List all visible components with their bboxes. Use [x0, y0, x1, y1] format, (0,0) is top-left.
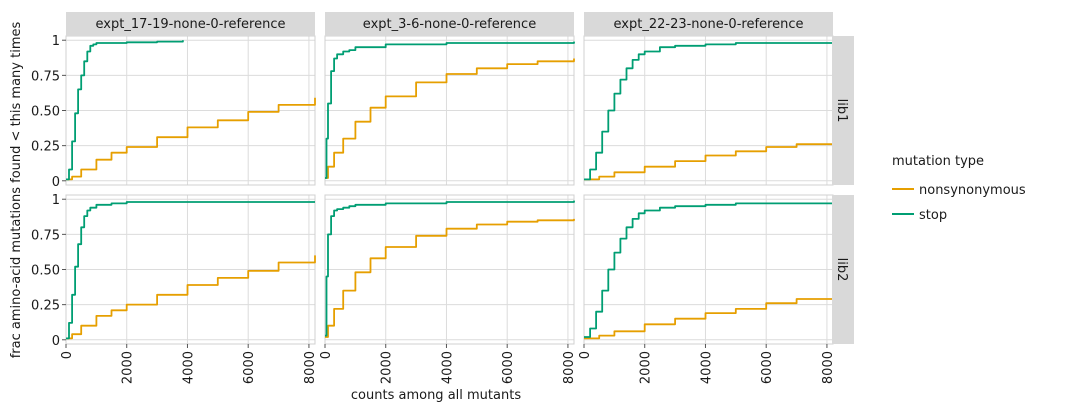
x-tick-label: 8000: [821, 351, 836, 384]
legend-entry-stop: stop: [892, 208, 947, 223]
legend-title: mutation type: [892, 154, 984, 169]
y-tick-label: 0.25: [31, 140, 60, 155]
series-line-stop: [584, 41, 834, 181]
panel-border: [324, 194, 575, 345]
panel-expt-17-19-none-0-reference-lib2: [65, 194, 316, 345]
x-tick-label: 4000: [181, 351, 196, 384]
panel-expt-3-6-none-0-reference-lib2: [324, 194, 575, 345]
panel-expt-22-23-none-0-reference-lib1: [583, 35, 834, 186]
series-line-stop: [325, 200, 575, 337]
column-strip-label: expt_22-23-none-0-reference: [614, 17, 804, 32]
series-line-stop: [66, 201, 315, 340]
y-tick-label: 0: [52, 334, 60, 349]
y-tick-label: 1: [52, 193, 60, 208]
y-tick-label: 0.75: [31, 228, 60, 243]
x-axis-expt-17-19-none-0-reference: 0 2000 4000 6000 8000: [60, 344, 318, 384]
panel-expt-3-6-none-0-reference-lib1: [324, 35, 575, 186]
row-strip-lib2: lib2: [832, 195, 854, 344]
y-tick-label: 0.25: [31, 299, 60, 314]
series-line-nonsynonymous: [584, 293, 834, 340]
x-tick-label: 4000: [440, 351, 455, 384]
x-tick-label: 0: [578, 351, 593, 359]
row-strip-bg: [832, 195, 854, 344]
y-axis-lib2: 0 0.25 0.50 0.75 1: [31, 193, 66, 349]
row-strip-label: lib1: [834, 99, 849, 123]
column-strip-expt-17-19-none-0-reference: expt_17-19-none-0-reference: [66, 12, 315, 36]
x-tick-label: 2000: [121, 351, 136, 384]
x-tick-label: 6000: [501, 351, 516, 384]
y-tick-label: 0: [52, 175, 60, 190]
axes-layer: 0 0.25 0.50 0.75 1 0 0.25 0.50 0.75 1 0 2000 4000 600…: [31, 34, 836, 384]
legend: mutation type nonsynonymous stop: [892, 154, 1026, 223]
x-tick-label: 0: [60, 351, 75, 359]
x-tick-label: 4000: [699, 351, 714, 384]
series-line-nonsynonymous: [66, 255, 316, 340]
y-tick-label: 1: [52, 34, 60, 49]
x-tick-label: 2000: [380, 351, 395, 384]
y-axis-title: frac amino-acid mutations found < this m…: [9, 22, 24, 359]
series-line-nonsynonymous: [66, 97, 316, 181]
column-strip-bg: [584, 12, 833, 36]
column-strip-label: expt_17-19-none-0-reference: [96, 17, 286, 32]
row-strip-lib1: lib1: [832, 36, 854, 185]
series-line-nonsynonymous: [325, 58, 575, 179]
y-tick-label: 0.50: [31, 105, 60, 120]
x-tick-label: 2000: [639, 351, 654, 384]
x-tick-label: 6000: [760, 351, 775, 384]
legend-entry-nonsynonymous: nonsynonymous: [892, 183, 1026, 198]
legend-label: nonsynonymous: [919, 183, 1026, 198]
facet-strips: expt_17-19-none-0-reference expt_3-6-none…: [66, 12, 854, 344]
y-axis-lib1: 0 0.25 0.50 0.75 1: [31, 34, 66, 190]
x-axis-expt-3-6-none-0-reference: 0 2000 4000 6000 8000: [319, 344, 577, 384]
series-line-stop: [584, 202, 834, 338]
x-axis-title: counts among all mutants: [351, 388, 521, 403]
y-tick-label: 0.75: [31, 69, 60, 84]
x-tick-label: 8000: [562, 351, 577, 384]
x-tick-label: 8000: [303, 351, 318, 384]
row-strip-bg: [832, 36, 854, 185]
column-strip-expt-3-6-none-0-reference: expt_3-6-none-0-reference: [325, 12, 574, 36]
legend-label: stop: [919, 208, 947, 223]
x-axis-expt-22-23-none-0-reference: 0 2000 4000 6000 8000: [578, 344, 836, 384]
column-strip-label: expt_3-6-none-0-reference: [363, 17, 536, 32]
series-line-nonsynonymous: [325, 218, 575, 338]
x-tick-label: 6000: [242, 351, 257, 384]
panels-layer: [65, 35, 834, 345]
series-line-stop: [325, 41, 575, 179]
panel-expt-22-23-none-0-reference-lib2: [583, 194, 834, 345]
panel-expt-17-19-none-0-reference-lib1: [65, 35, 316, 186]
column-strip-bg: [325, 12, 574, 36]
x-tick-label: 0: [319, 351, 334, 359]
column-strip-expt-22-23-none-0-reference: expt_22-23-none-0-reference: [584, 12, 833, 36]
series-line-stop: [66, 40, 184, 181]
column-strip-bg: [66, 12, 315, 36]
series-line-nonsynonymous: [584, 138, 834, 181]
y-tick-label: 0.50: [31, 264, 60, 279]
row-strip-label: lib2: [834, 258, 849, 282]
